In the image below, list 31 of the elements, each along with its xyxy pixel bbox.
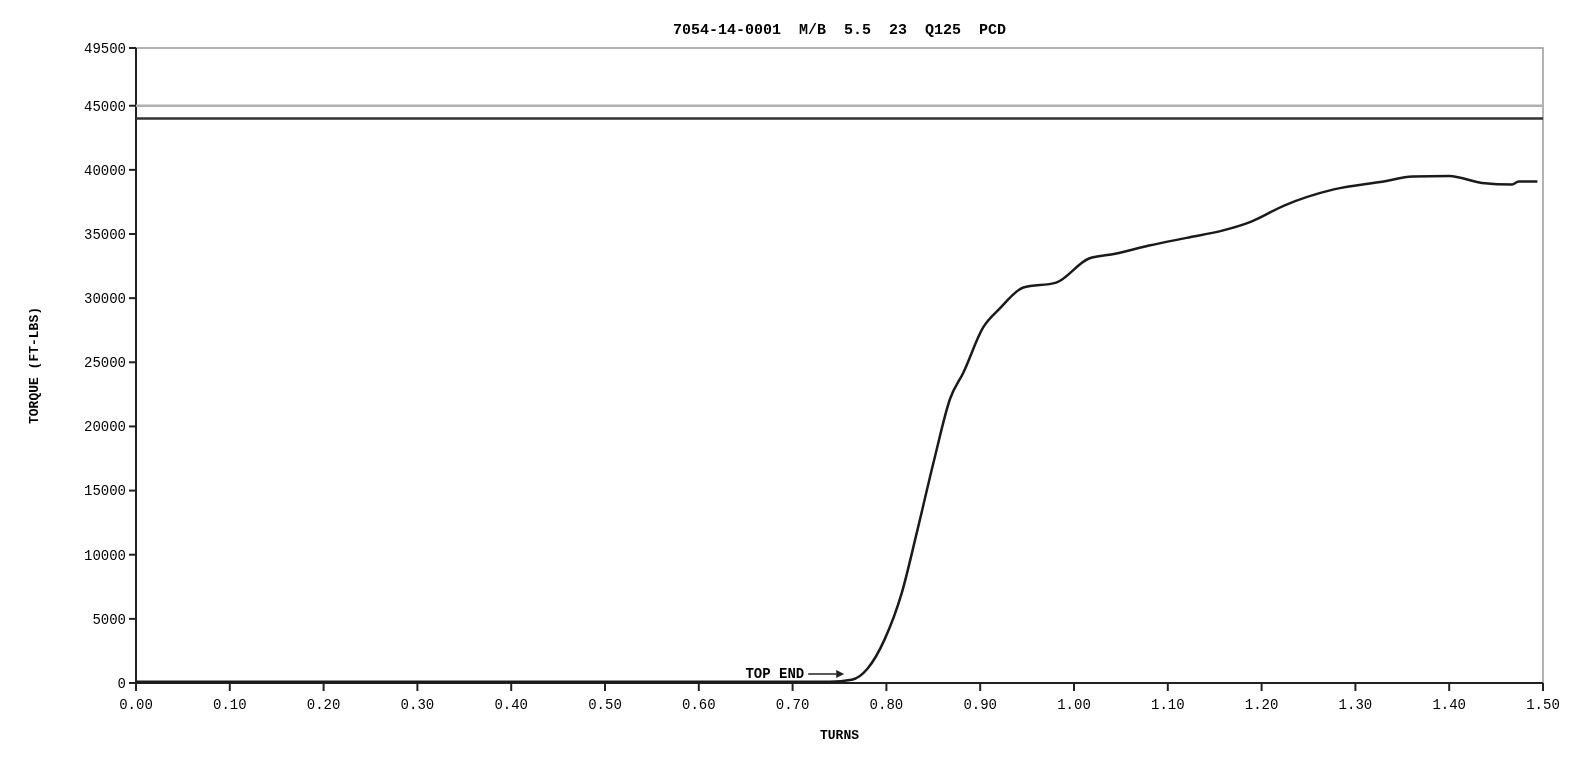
x-tick-label: 0.40 bbox=[494, 697, 528, 713]
x-axis-title: TURNS bbox=[819, 728, 860, 743]
y-tick-label: 49500 bbox=[83, 40, 126, 57]
x-tick-label: 0.20 bbox=[306, 697, 341, 713]
chart-title: 7054-14-0001 M/B 5.5 23 Q125 PCD bbox=[672, 22, 1007, 39]
x-tick-label: 1.30 bbox=[1338, 697, 1373, 713]
x-tick-label: 0.50 bbox=[588, 697, 622, 713]
y-tick-label: 20000 bbox=[83, 419, 126, 436]
x-tick-label: 0.30 bbox=[400, 697, 435, 713]
y-tick-label: 40000 bbox=[83, 162, 126, 179]
y-axis-title: TORQUE (FT-LBS) bbox=[27, 306, 42, 425]
y-tick-label: 25000 bbox=[83, 355, 126, 372]
x-tick-label: 0.10 bbox=[213, 697, 247, 713]
x-tick-label: 0.00 bbox=[119, 697, 153, 713]
x-tick-label: 1.10 bbox=[1151, 697, 1185, 713]
y-tick-label: 0 bbox=[117, 675, 126, 692]
x-tick-label: 0.80 bbox=[869, 697, 904, 713]
annotation: TOP END bbox=[745, 666, 805, 682]
y-tick-label: 10000 bbox=[83, 547, 126, 564]
x-tick-label: 1.50 bbox=[1526, 697, 1560, 713]
y-tick-label: 5000 bbox=[92, 611, 126, 628]
y-tick-label: 45000 bbox=[83, 98, 126, 115]
x-tick-label: 1.40 bbox=[1432, 697, 1466, 713]
x-tick-label: 0.90 bbox=[963, 697, 997, 713]
x-tick-label: 1.00 bbox=[1057, 697, 1091, 713]
y-tick-label: 35000 bbox=[83, 226, 126, 243]
y-tick-label: 15000 bbox=[83, 483, 126, 500]
x-tick-label: 0.60 bbox=[682, 697, 716, 713]
x-tick-label: 1.20 bbox=[1244, 697, 1279, 713]
x-tick-label: 0.70 bbox=[775, 697, 810, 713]
y-tick-label: 30000 bbox=[83, 291, 126, 308]
